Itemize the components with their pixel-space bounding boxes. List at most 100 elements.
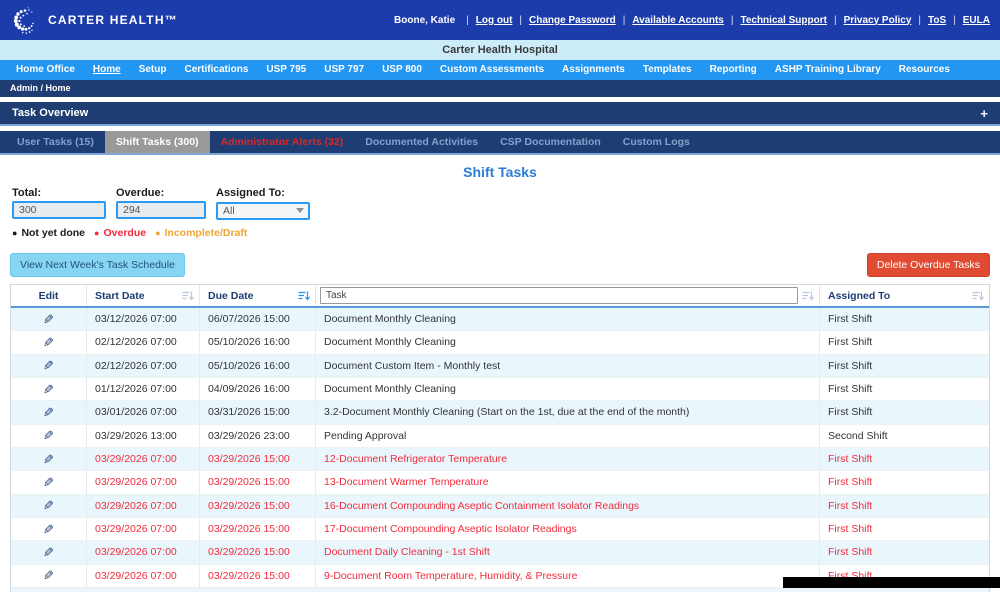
cell-edit: ✎ [11, 308, 87, 331]
edit-pencil-icon[interactable]: ✎ [43, 428, 54, 444]
separator: | [466, 14, 469, 26]
edit-pencil-icon[interactable]: ✎ [43, 451, 54, 467]
nav-item-setup[interactable]: Setup [138, 64, 167, 75]
cell-edit: ✎ [11, 401, 87, 424]
separator: | [953, 14, 956, 26]
cell-due-date: 03/31/2026 15:00 [200, 401, 316, 424]
header-link-tos[interactable]: ToS [928, 14, 947, 26]
overdue-filter: Overdue: [116, 187, 206, 220]
edit-pencil-icon[interactable]: ✎ [43, 568, 54, 584]
cell-assigned-to: First Shift [828, 383, 873, 396]
nav-item-usp-800[interactable]: USP 800 [382, 64, 422, 75]
cell-task: 17-Document Compounding Aseptic Isolator… [316, 517, 820, 541]
expand-plus-icon[interactable]: + [980, 105, 988, 121]
total-input[interactable] [12, 201, 106, 219]
cell-start-date: 03/29/2026 07:00 [87, 494, 200, 517]
cell-assigned-to: First Shift [828, 546, 873, 559]
header-link-change-password[interactable]: Change Password [529, 14, 616, 26]
cell-start-date: 03/29/2026 07:00 [87, 471, 200, 494]
cell-start-date: 01/12/2026 07:00 [87, 377, 200, 401]
page-title: Shift Tasks [463, 164, 537, 180]
task-filter-input[interactable] [320, 287, 798, 304]
table-body: ✎ 03/12/2026 07:00 06/07/2026 15:00 Documen… [11, 308, 989, 588]
separator: | [918, 14, 921, 26]
header-link-log-out[interactable]: Log out [475, 14, 513, 26]
cell-start-date: 03/12/2026 07:00 [87, 308, 200, 331]
assigned-to-header-label: Assigned To [828, 289, 891, 302]
table-header: Edit Start Date Due Date Assigned To [11, 285, 989, 308]
cell-due-date: 03/29/2026 15:00 [200, 541, 316, 564]
legend-item-not-yet-done: ● Not yet done [12, 227, 85, 239]
tab-administrator-alerts-32[interactable]: Administrator Alerts (32) [220, 136, 344, 148]
sort-icon[interactable] [802, 290, 815, 302]
edit-pencil-icon[interactable]: ✎ [43, 404, 54, 420]
header-link-privacy-policy[interactable]: Privacy Policy [843, 14, 912, 26]
carter-health-logo[interactable]: Carter Health™ [12, 5, 178, 35]
cell-start-date: 03/29/2026 13:00 [87, 424, 200, 447]
header-link-eula[interactable]: EULA [962, 14, 990, 26]
nav-item-ashp-training-library[interactable]: ASHP Training Library [774, 64, 881, 75]
tab-user-tasks-15[interactable]: User Tasks (15) [17, 136, 94, 148]
tab-csp-documentation[interactable]: CSP Documentation [500, 136, 601, 148]
task-overview-header[interactable]: Task Overview + [0, 102, 1000, 126]
tab-shift-tasks-300[interactable]: Shift Tasks (300) [104, 131, 210, 153]
user-links: Boone, Katie | Log out | Change Password | Av… [394, 15, 990, 26]
cell-assigned-to: First Shift [828, 336, 873, 349]
assigned-to-label: Assigned To: [216, 187, 285, 199]
nav-item-certifications[interactable]: Certifications [184, 64, 249, 75]
delete-overdue-tasks-button[interactable]: Delete Overdue Tasks [866, 253, 990, 277]
sort-icon-active[interactable] [298, 290, 311, 302]
nav-item-resources[interactable]: Resources [898, 64, 950, 75]
nav-item-custom-assessments[interactable]: Custom Assessments [439, 64, 545, 75]
nav-item-home[interactable]: Home [92, 64, 121, 75]
nav-item-home-office[interactable]: Home Office [16, 64, 75, 75]
legend-item-overdue: ● Overdue [94, 227, 146, 239]
cell-assigned-to: First Shift [828, 313, 873, 326]
legend-label: Overdue [103, 227, 147, 239]
col-header-start-date[interactable]: Start Date [87, 285, 200, 306]
tab-custom-logs[interactable]: Custom Logs [622, 136, 690, 148]
separator: | [622, 14, 626, 26]
nav-item-templates[interactable]: Templates [642, 64, 692, 75]
edit-pencil-icon[interactable]: ✎ [43, 334, 54, 350]
header-link-technical-support[interactable]: Technical Support [740, 14, 827, 26]
col-header-edit: Edit [11, 285, 87, 306]
cell-due-date: 05/10/2026 16:00 [200, 354, 316, 377]
legend-dot: ● [94, 228, 100, 238]
edit-pencil-icon[interactable]: ✎ [43, 544, 54, 560]
cell-task: 12-Document Refrigerator Temperature [316, 447, 820, 471]
col-header-due-date[interactable]: Due Date [200, 285, 316, 306]
nav-item-reporting[interactable]: Reporting [709, 64, 757, 75]
status-legend: ● Not yet done ● Overdue ● Incomplete/Draft [0, 227, 1000, 239]
edit-pencil-icon[interactable]: ✎ [43, 358, 54, 374]
sort-icon[interactable] [182, 290, 195, 302]
nav-item-usp-797[interactable]: USP 797 [324, 64, 365, 75]
sort-icon[interactable] [972, 290, 985, 302]
cell-edit: ✎ [11, 471, 87, 494]
table-row: ✎ 02/12/2026 07:00 05/10/2026 16:00 Documen… [11, 354, 989, 378]
due-date-header-label: Due Date [208, 289, 254, 302]
nav-item-assignments[interactable]: Assignments [562, 64, 625, 75]
cell-due-date: 03/29/2026 15:00 [200, 447, 316, 471]
legend-label: Not yet done [21, 227, 86, 239]
header-link-available-accounts[interactable]: Available Accounts [632, 14, 724, 26]
cell-start-date: 03/29/2026 07:00 [87, 517, 200, 541]
overdue-input[interactable] [116, 201, 206, 219]
edit-pencil-icon[interactable]: ✎ [43, 381, 54, 397]
tab-documented-activities[interactable]: Documented Activities [365, 136, 479, 148]
view-next-week-schedule-button[interactable]: View Next Week's Task Schedule [10, 253, 185, 277]
separator: | [730, 14, 734, 26]
cell-edit: ✎ [11, 447, 87, 471]
hospital-name: Carter Health Hospital [442, 44, 558, 56]
cell-task: Document Daily Cleaning - 1st Shift [316, 541, 820, 564]
edit-pencil-icon[interactable]: ✎ [43, 474, 54, 490]
edit-pencil-icon[interactable]: ✎ [43, 498, 54, 514]
edit-pencil-icon[interactable]: ✎ [43, 311, 54, 327]
cell-assigned-to: First Shift [828, 406, 873, 419]
col-header-assigned-to[interactable]: Assigned To [820, 285, 989, 306]
legend-item-incomplete-draft: ● Incomplete/Draft [155, 227, 247, 239]
nav-item-usp-795[interactable]: USP 795 [266, 64, 307, 75]
edit-pencil-icon[interactable]: ✎ [43, 521, 54, 537]
assigned-to-select[interactable]: All [216, 202, 310, 220]
cell-start-date: 03/29/2026 07:00 [87, 564, 200, 587]
